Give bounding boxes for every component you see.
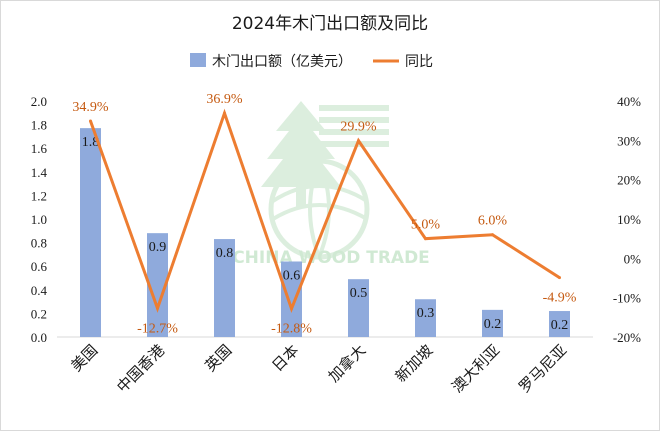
x-category-label: 加拿大 xyxy=(325,341,370,386)
bar-series xyxy=(80,128,570,337)
bar-data-label: 0.6 xyxy=(283,268,301,283)
line-data-label: -12.7% xyxy=(137,321,178,336)
bar xyxy=(147,233,168,337)
y-right-tick-label: 30% xyxy=(617,133,641,148)
line-data-label: 5.0% xyxy=(411,218,441,233)
bar xyxy=(415,299,436,337)
line-labels: 34.9% -12.7% 36.9% -12.8% 29.9% 5.0% 6.0% -4.9% xyxy=(72,92,576,336)
y-left-tick-label: 1.2 xyxy=(31,188,47,203)
bar-data-label: 0.5 xyxy=(350,286,368,301)
line-point xyxy=(424,237,427,241)
line-point xyxy=(89,119,92,123)
x-category-label: 罗马尼亚 xyxy=(515,341,570,396)
y-right-tick-label: -10% xyxy=(613,291,641,306)
line-data-label: 34.9% xyxy=(72,100,109,115)
legend-bar-label: 木门出口额（亿美元） xyxy=(212,54,352,70)
x-category-label: 新加坡 xyxy=(392,341,437,386)
line-data-label: 36.9% xyxy=(206,92,243,107)
bar-data-label: 0.9 xyxy=(149,240,167,255)
line-point xyxy=(223,111,226,115)
y-left-tick-label: 0.0 xyxy=(31,330,47,345)
line-point xyxy=(491,233,494,237)
y-right-tick-label: 0% xyxy=(624,251,642,266)
bar-data-label: 0.8 xyxy=(216,246,234,261)
y-left-tick-label: 0.4 xyxy=(31,283,48,298)
line-data-label: -4.9% xyxy=(543,291,577,306)
y-left-tick-label: 1.4 xyxy=(31,165,48,180)
bar xyxy=(482,309,503,337)
bar-data-label: 0.3 xyxy=(417,306,435,321)
y-left-tick-label: 1.0 xyxy=(31,212,47,227)
bar xyxy=(549,311,570,337)
line-series xyxy=(89,108,561,313)
y-right-tick-label: 40% xyxy=(617,94,641,109)
y-left-tick-label: 1.8 xyxy=(31,118,47,133)
x-axis-categories: 美国 中国香港 英国 日本 加拿大 新加坡 澳大利亚 罗马尼亚 xyxy=(67,341,570,396)
y-left-tick-label: 0.2 xyxy=(31,306,47,321)
line-data-label: 29.9% xyxy=(340,120,377,135)
line-point xyxy=(558,276,561,280)
line-point xyxy=(290,307,293,311)
bar xyxy=(348,279,369,337)
legend: 木门出口额（亿美元） 同比 xyxy=(190,53,433,70)
x-category-label: 中国香港 xyxy=(113,341,168,396)
y-left-tick-label: 0.6 xyxy=(31,259,48,274)
legend-bar-swatch xyxy=(190,53,206,67)
yoy-line xyxy=(89,108,561,313)
y-right-tick-label: -20% xyxy=(613,330,641,345)
watermark-text: CHINA WOOD TRADE xyxy=(232,248,430,268)
watermark-stripes-icon xyxy=(319,105,389,147)
x-category-label: 美国 xyxy=(67,341,101,375)
line-data-label: -12.8% xyxy=(271,322,312,337)
y-left-tick-label: 0.8 xyxy=(31,236,47,251)
bar-data-label: 1.8 xyxy=(82,135,100,150)
bar xyxy=(214,239,235,337)
y-axis-right: -20% -10% 0% 10% 20% 30% 40% xyxy=(613,94,641,345)
x-category-label: 日本 xyxy=(268,341,302,375)
bar xyxy=(80,128,101,337)
x-category-label: 英国 xyxy=(201,341,235,375)
bar-labels: 1.8 0.9 0.8 0.6 0.5 0.3 0.2 0.2 xyxy=(82,135,569,333)
y-axis-left: 0.0 0.2 0.4 0.6 0.8 1.0 1.2 1.4 1.6 1.8 2.0 xyxy=(31,94,48,345)
line-point xyxy=(357,139,360,143)
line-point xyxy=(156,306,159,310)
y-right-tick-label: 20% xyxy=(617,173,641,188)
y-left-tick-label: 2.0 xyxy=(31,94,47,109)
bar-data-label: 0.2 xyxy=(484,317,502,332)
bar-data-label: 0.2 xyxy=(551,318,569,333)
legend-line-label: 同比 xyxy=(405,54,433,70)
y-left-tick-label: 1.6 xyxy=(31,141,48,156)
chart-title: 2024年木门出口额及同比 xyxy=(232,14,428,34)
line-data-label: 6.0% xyxy=(478,214,508,229)
y-right-tick-label: 10% xyxy=(617,212,641,227)
bar xyxy=(281,261,302,337)
watermark-logo: CHINA WOOD TRADE xyxy=(232,101,430,268)
x-category-label: 澳大利亚 xyxy=(448,341,503,396)
